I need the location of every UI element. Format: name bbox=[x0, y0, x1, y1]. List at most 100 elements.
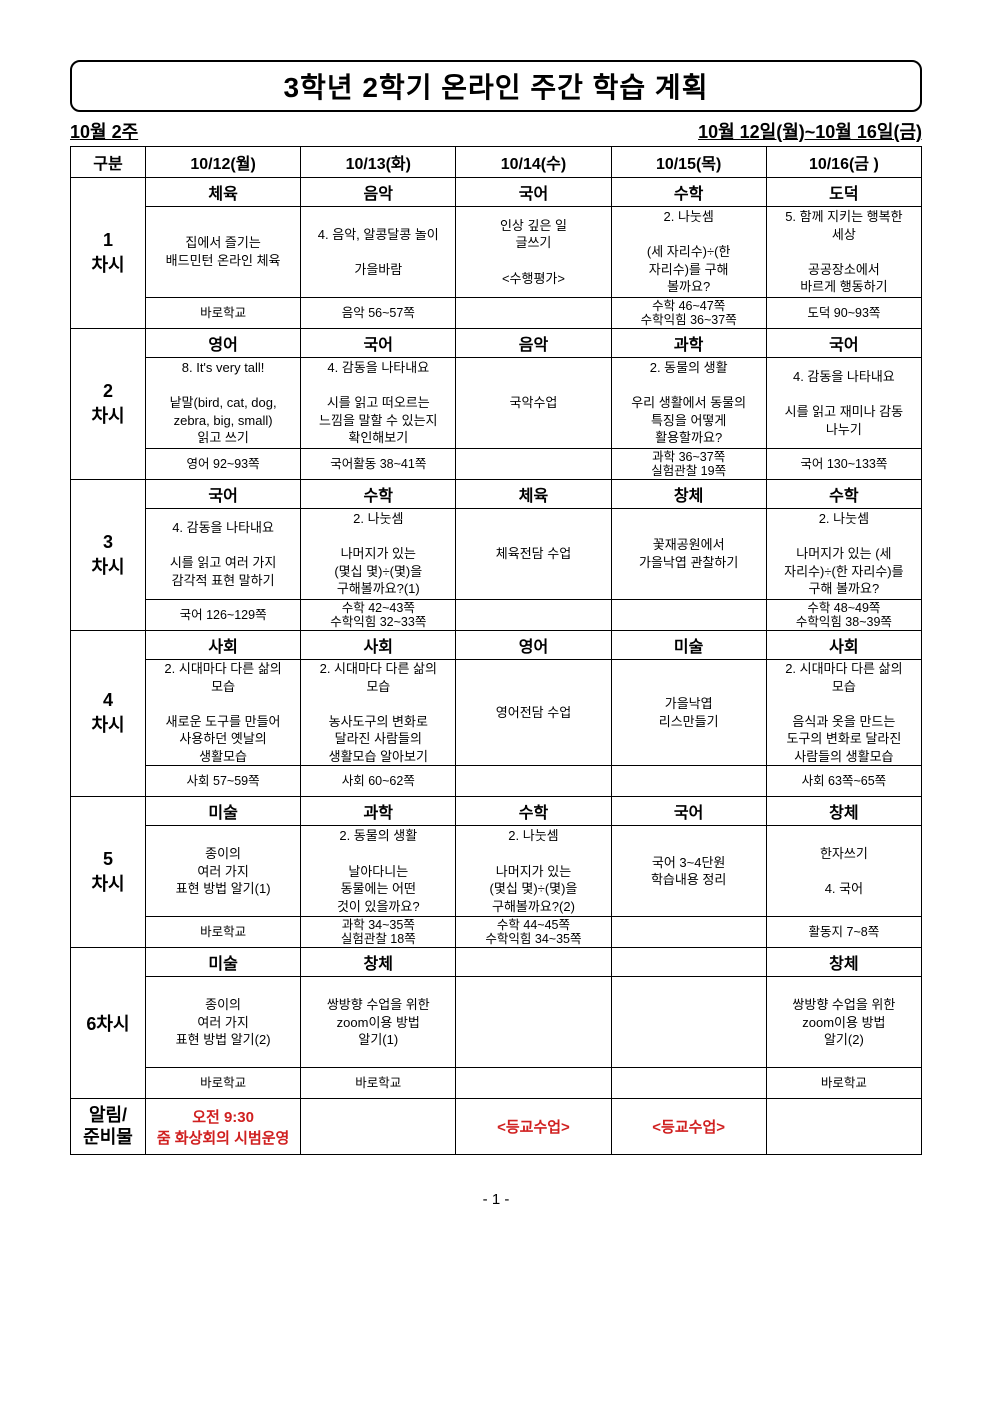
description-cell: 쌍방향 수업을 위한zoom이용 방법알기(2) bbox=[766, 977, 921, 1068]
description-cell bbox=[456, 977, 611, 1068]
description-cell: 2. 동물의 생활 날아다니는동물에는 어떤것이 있을까요? bbox=[301, 826, 456, 917]
subject-cell: 미술 bbox=[611, 631, 766, 660]
reference-cell bbox=[611, 600, 766, 631]
subject-cell: 음악 bbox=[301, 178, 456, 207]
notice-cell bbox=[766, 1099, 921, 1155]
reference-cell: 사회 57~59쪽 bbox=[146, 766, 301, 797]
reference-cell bbox=[611, 766, 766, 797]
description-cell: 8. It's very tall! 낱말(bird, cat, dog,zeb… bbox=[146, 358, 301, 449]
description-cell: 집에서 즐기는배드민턴 온라인 체육 bbox=[146, 207, 301, 298]
description-cell: 4. 감동을 나타내요 시를 읽고 재미나 감동나누기 bbox=[766, 358, 921, 449]
subject-cell: 창체 bbox=[766, 948, 921, 977]
description-cell: 꽃재공원에서가을낙엽 관찰하기 bbox=[611, 509, 766, 600]
page-title: 3학년 2학기 온라인 주간 학습 계획 bbox=[72, 66, 920, 106]
reference-cell: 활동지 7~8쪽 bbox=[766, 917, 921, 948]
subject-cell: 과학 bbox=[301, 797, 456, 826]
reference-cell bbox=[456, 1068, 611, 1099]
description-cell: 종이의여러 가지표현 방법 알기(2) bbox=[146, 977, 301, 1068]
subject-cell: 수학 bbox=[766, 480, 921, 509]
header-day: 10/14(수) bbox=[456, 147, 611, 178]
reference-cell: 국어활동 38~41쪽 bbox=[301, 449, 456, 480]
notice-label: 알림/준비물 bbox=[71, 1099, 146, 1155]
reference-cell: 영어 92~93쪽 bbox=[146, 449, 301, 480]
description-cell: 한자쓰기 4. 국어 bbox=[766, 826, 921, 917]
reference-cell bbox=[611, 1068, 766, 1099]
reference-cell: 바로학교 bbox=[766, 1068, 921, 1099]
description-cell: 영어전담 수업 bbox=[456, 660, 611, 766]
reference-cell: 과학 36~37쪽실험관찰 19쪽 bbox=[611, 449, 766, 480]
description-cell: 2. 나눗셈 (세 자리수)÷(한자리수)를 구해볼까요? bbox=[611, 207, 766, 298]
week-label: 10월 2주 bbox=[70, 118, 138, 144]
period-label: 6차시 bbox=[71, 948, 146, 1099]
subject-cell: 도덕 bbox=[766, 178, 921, 207]
subject-cell: 미술 bbox=[146, 948, 301, 977]
page: 3학년 2학기 온라인 주간 학습 계획 10월 2주 10월 12일(월)~1… bbox=[0, 0, 992, 1248]
subject-cell: 국어 bbox=[766, 329, 921, 358]
subject-cell: 체육 bbox=[146, 178, 301, 207]
subject-cell bbox=[456, 948, 611, 977]
subject-cell: 음악 bbox=[456, 329, 611, 358]
subject-cell: 사회 bbox=[301, 631, 456, 660]
notice-cell: <등교수업> bbox=[456, 1099, 611, 1155]
reference-cell: 수학 44~45쪽수학익힘 34~35쪽 bbox=[456, 917, 611, 948]
reference-cell: 바로학교 bbox=[301, 1068, 456, 1099]
subject-cell: 미술 bbox=[146, 797, 301, 826]
header-day: 10/16(금 ) bbox=[766, 147, 921, 178]
subject-cell: 사회 bbox=[146, 631, 301, 660]
reference-cell: 국어 130~133쪽 bbox=[766, 449, 921, 480]
subject-cell: 과학 bbox=[611, 329, 766, 358]
timetable-head: 구분 10/12(월) 10/13(화) 10/14(수) 10/15(목) 1… bbox=[71, 147, 922, 178]
meta-row: 10월 2주 10월 12일(월)~10월 16일(금) bbox=[70, 118, 922, 144]
reference-cell: 수학 48~49쪽수학익힘 38~39쪽 bbox=[766, 600, 921, 631]
description-cell: 4. 음악, 알콩달콩 놀이 가을바람 bbox=[301, 207, 456, 298]
reference-cell: 바로학교 bbox=[146, 1068, 301, 1099]
description-cell: 인상 깊은 일글쓰기 <수행평가> bbox=[456, 207, 611, 298]
reference-cell: 과학 34~35쪽실험관찰 18쪽 bbox=[301, 917, 456, 948]
notice-cell: <등교수업> bbox=[611, 1099, 766, 1155]
subject-cell: 국어 bbox=[301, 329, 456, 358]
description-cell: 4. 감동을 나타내요 시를 읽고 떠오르는느낌을 말할 수 있는지확인해보기 bbox=[301, 358, 456, 449]
reference-cell: 수학 46~47쪽수학익힘 36~37쪽 bbox=[611, 298, 766, 329]
date-range: 10월 12일(월)~10월 16일(금) bbox=[698, 118, 922, 144]
period-label: 5차시 bbox=[71, 797, 146, 948]
description-cell bbox=[611, 977, 766, 1068]
description-cell: 2. 시대마다 다른 삶의모습 농사도구의 변화로달라진 사람들의생활모습 알아… bbox=[301, 660, 456, 766]
reference-cell: 사회 60~62쪽 bbox=[301, 766, 456, 797]
subject-cell: 영어 bbox=[456, 631, 611, 660]
subject-cell: 수학 bbox=[611, 178, 766, 207]
period-label: 2차시 bbox=[71, 329, 146, 480]
timetable-body: 1차시체육음악국어수학도덕집에서 즐기는배드민턴 온라인 체육4. 음악, 알콩… bbox=[71, 178, 922, 1155]
description-cell: 2. 시대마다 다른 삶의모습 음식과 옷을 만드는도구의 변화로 달라진사람들… bbox=[766, 660, 921, 766]
timetable: 구분 10/12(월) 10/13(화) 10/14(수) 10/15(목) 1… bbox=[70, 146, 922, 1155]
description-cell: 2. 동물의 생활 우리 생활에서 동물의특징을 어떻게활용할까요? bbox=[611, 358, 766, 449]
description-cell: 2. 나눗셈 나머지가 있는(몇십 몇)÷(몇)을구해볼까요?(2) bbox=[456, 826, 611, 917]
description-cell: 2. 나눗셈 나머지가 있는(몇십 몇)÷(몇)을구해볼까요?(1) bbox=[301, 509, 456, 600]
header-day: 10/15(목) bbox=[611, 147, 766, 178]
reference-cell: 음악 56~57쪽 bbox=[301, 298, 456, 329]
reference-cell bbox=[456, 600, 611, 631]
description-cell: 쌍방향 수업을 위한zoom이용 방법알기(1) bbox=[301, 977, 456, 1068]
reference-cell bbox=[456, 766, 611, 797]
reference-cell: 도덕 90~93쪽 bbox=[766, 298, 921, 329]
notice-cell bbox=[301, 1099, 456, 1155]
title-box: 3학년 2학기 온라인 주간 학습 계획 bbox=[70, 60, 922, 112]
description-cell: 국악수업 bbox=[456, 358, 611, 449]
subject-cell: 창체 bbox=[611, 480, 766, 509]
description-cell: 2. 시대마다 다른 삶의모습 새로운 도구를 만들어사용하던 옛날의생활모습 bbox=[146, 660, 301, 766]
subject-cell: 수학 bbox=[456, 797, 611, 826]
description-cell: 4. 감동을 나타내요 시를 읽고 여러 가지감각적 표현 말하기 bbox=[146, 509, 301, 600]
period-label: 4차시 bbox=[71, 631, 146, 797]
reference-cell: 바로학교 bbox=[146, 298, 301, 329]
reference-cell: 국어 126~129쪽 bbox=[146, 600, 301, 631]
subject-cell: 사회 bbox=[766, 631, 921, 660]
subject-cell: 수학 bbox=[301, 480, 456, 509]
subject-cell: 영어 bbox=[146, 329, 301, 358]
page-number: - 1 - bbox=[70, 1191, 922, 1208]
subject-cell: 창체 bbox=[301, 948, 456, 977]
header-day: 10/12(월) bbox=[146, 147, 301, 178]
notice-cell: 오전 9:30줌 화상회의 시범운영 bbox=[146, 1099, 301, 1155]
description-cell: 5. 함께 지키는 행복한세상 공공장소에서바르게 행동하기 bbox=[766, 207, 921, 298]
subject-cell: 국어 bbox=[611, 797, 766, 826]
reference-cell bbox=[456, 298, 611, 329]
reference-cell bbox=[611, 917, 766, 948]
